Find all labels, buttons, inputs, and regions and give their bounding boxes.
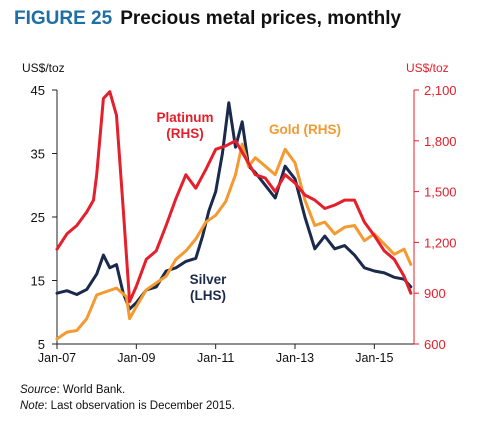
series-label-platinum: Platinum bbox=[156, 110, 213, 125]
note-label: Note bbox=[20, 400, 45, 412]
source-text: : World Bank. bbox=[56, 384, 126, 396]
right-tick-label: 1,800 bbox=[424, 134, 457, 149]
right-tick-label: 1,200 bbox=[424, 235, 457, 250]
series-line-gold bbox=[55, 142, 413, 341]
x-tick-label: Jan-15 bbox=[355, 351, 393, 365]
left-tick-label: 45 bbox=[31, 83, 45, 98]
figure-title: FIGURE 25 Precious metal prices, monthly bbox=[14, 8, 401, 30]
left-tick-label: 25 bbox=[31, 210, 45, 225]
series-label-gold: Gold (RHS) bbox=[269, 122, 341, 137]
x-tick-label: Jan-11 bbox=[197, 351, 234, 365]
x-tick-label: Jan-07 bbox=[38, 351, 76, 365]
note: Note: Last observation is December 2015. bbox=[20, 398, 235, 414]
note-text: : Last observation is December 2015. bbox=[44, 400, 235, 412]
series-label-silver: (LHS) bbox=[190, 288, 226, 303]
right-axis-unit: US$/toz bbox=[406, 61, 449, 75]
left-tick-label: 35 bbox=[31, 147, 45, 162]
right-tick-label: 900 bbox=[424, 286, 446, 301]
series-label-platinum: (RHS) bbox=[166, 126, 204, 141]
figure-title-text: Precious metal prices, monthly bbox=[120, 8, 402, 29]
x-tick-label: Jan-13 bbox=[276, 351, 314, 365]
source-label: Source bbox=[20, 384, 57, 396]
left-tick-label: 15 bbox=[31, 274, 45, 289]
right-tick-label: 600 bbox=[424, 337, 446, 352]
figure-number: FIGURE 25 bbox=[14, 8, 113, 29]
x-tick-label: Jan-09 bbox=[117, 351, 155, 365]
right-tick-label: 2,100 bbox=[424, 83, 457, 98]
series-label-silver: Silver bbox=[190, 272, 228, 287]
series-line-silver bbox=[55, 101, 413, 311]
left-axis-unit: US$/toz bbox=[22, 61, 65, 75]
source-note: Source: World Bank. bbox=[20, 382, 235, 398]
right-tick-label: 1,500 bbox=[424, 185, 457, 200]
series-line-platinum bbox=[55, 90, 413, 304]
left-tick-label: 5 bbox=[38, 337, 45, 352]
footnotes: Source: World Bank. Note: Last observati… bbox=[20, 382, 235, 414]
